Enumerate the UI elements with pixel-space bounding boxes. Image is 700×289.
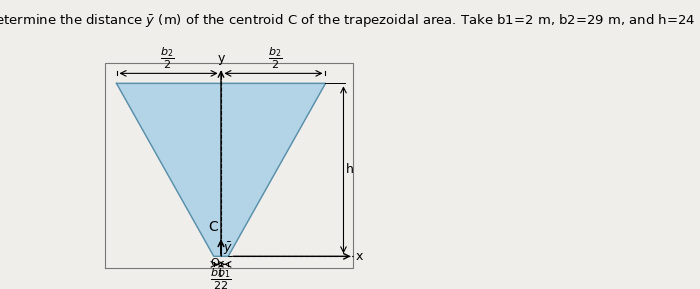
Polygon shape <box>116 84 326 256</box>
Text: $\dfrac{b_1}{2}$: $\dfrac{b_1}{2}$ <box>218 267 232 289</box>
Text: $\dfrac{b_1}{2}$: $\dfrac{b_1}{2}$ <box>210 267 225 289</box>
Text: x: x <box>356 250 363 263</box>
Text: y: y <box>218 52 225 65</box>
Text: $\dfrac{b_2}{2}$: $\dfrac{b_2}{2}$ <box>160 45 174 71</box>
Text: h: h <box>346 163 354 176</box>
Text: C: C <box>208 220 218 234</box>
Text: $\dfrac{b_2}{2}$: $\dfrac{b_2}{2}$ <box>268 45 282 71</box>
Text: O: O <box>210 258 219 268</box>
Text: Determine the distance $\bar{y}$ (m) of the centroid C of the trapezoidal area. : Determine the distance $\bar{y}$ (m) of … <box>0 12 700 29</box>
Text: $\bar{y}$: $\bar{y}$ <box>223 240 233 257</box>
